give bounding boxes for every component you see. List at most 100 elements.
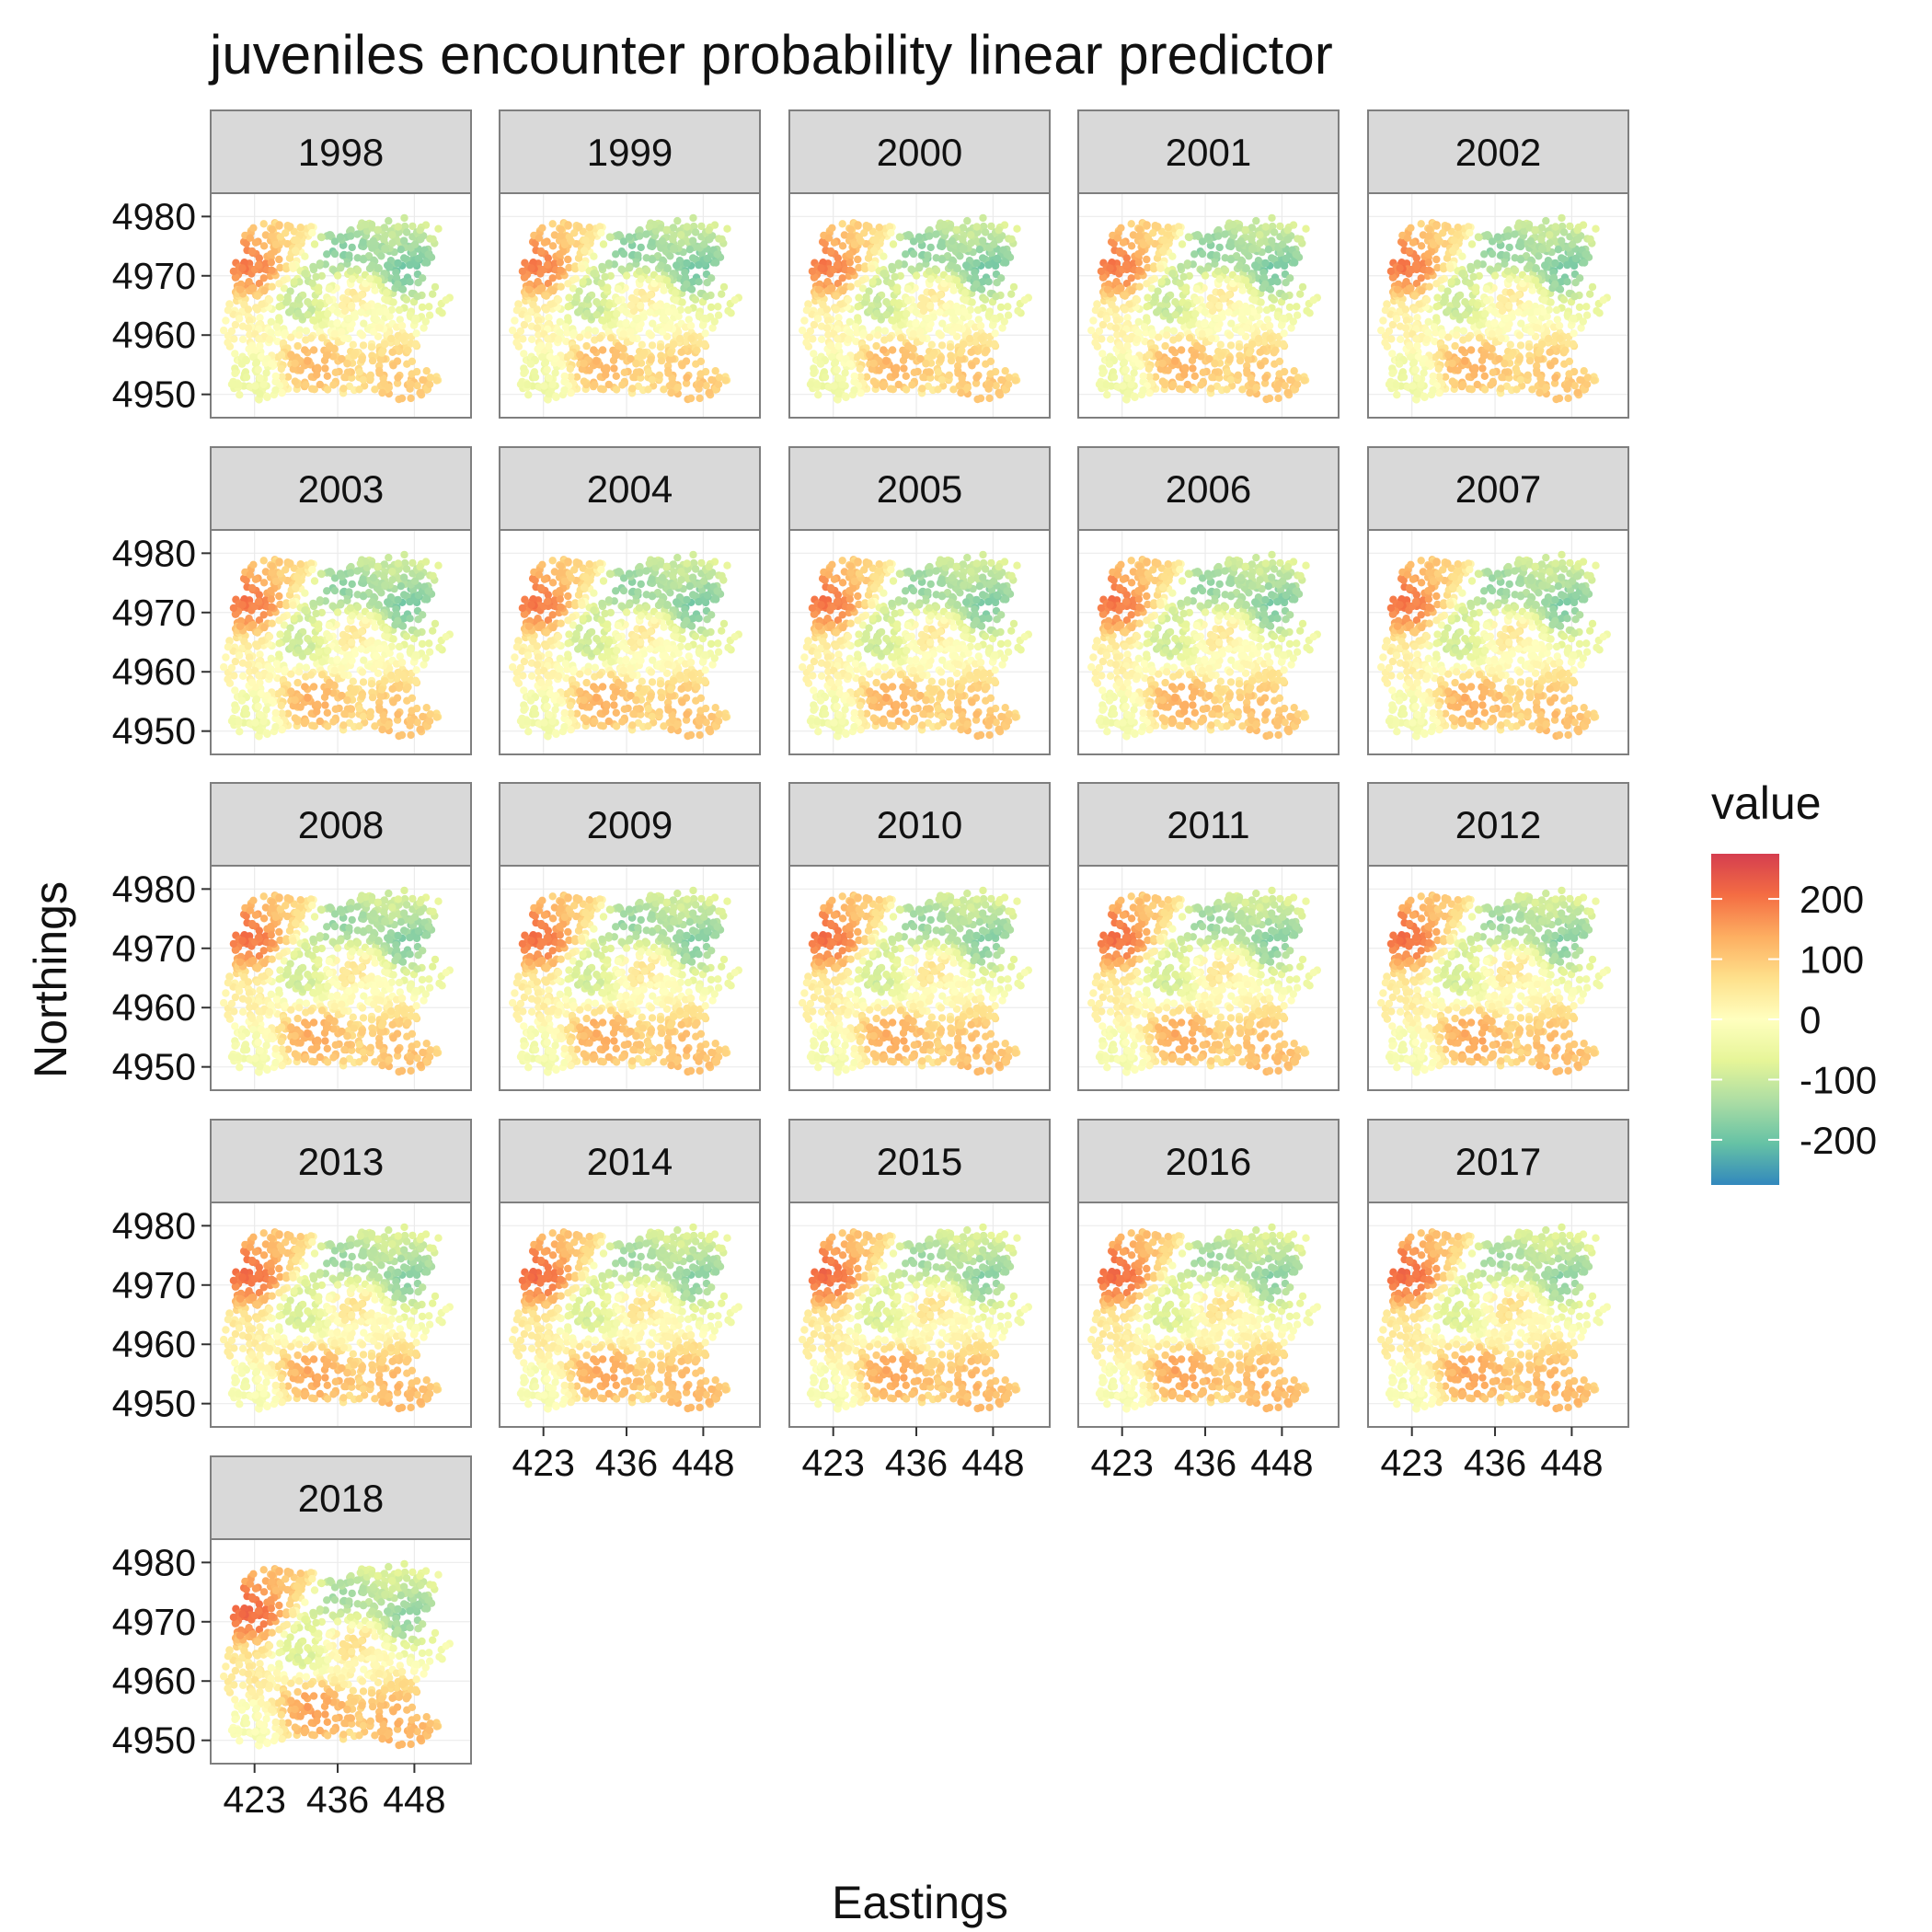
data-point: [1222, 267, 1229, 274]
data-point: [924, 315, 931, 322]
data-point: [646, 223, 653, 230]
data-point: [1535, 389, 1543, 397]
data-point: [354, 267, 362, 274]
data-point: [1296, 236, 1304, 243]
data-point: [1570, 293, 1578, 300]
data-point: [852, 323, 859, 330]
data-point: [1275, 370, 1282, 377]
data-point: [845, 250, 853, 258]
data-point: [986, 381, 994, 388]
data-point: [275, 280, 282, 287]
data-point: [404, 347, 411, 354]
data-point: [962, 261, 970, 269]
data-point: [1407, 284, 1414, 292]
data-point: [984, 278, 992, 285]
data-point: [1004, 303, 1011, 310]
data-point: [1495, 328, 1502, 336]
data-point: [1171, 358, 1179, 365]
data-point: [1176, 229, 1183, 236]
data-point: [343, 360, 351, 367]
data-point: [1574, 236, 1581, 243]
data-point: [540, 382, 547, 389]
data-point: [1202, 271, 1209, 279]
data-point: [1387, 268, 1395, 275]
data-point: [557, 360, 564, 367]
data-point: [1236, 261, 1243, 269]
data-point: [304, 311, 311, 318]
data-point: [615, 285, 622, 293]
data-point: [1205, 328, 1213, 336]
data-point: [1143, 303, 1150, 310]
data-point: [337, 264, 344, 271]
data-point: [1168, 346, 1176, 353]
data-point: [623, 271, 630, 279]
data-point: [893, 312, 901, 319]
data-point: [865, 223, 872, 230]
data-point: [982, 296, 989, 304]
data-point: [693, 347, 700, 354]
data-point: [557, 318, 564, 326]
data-point: [398, 395, 406, 402]
data-point: [956, 356, 963, 363]
data-point: [1014, 307, 1021, 315]
data-point: [1136, 225, 1144, 233]
data-point: [1461, 311, 1468, 318]
data-point: [937, 331, 945, 339]
data-point: [1414, 374, 1421, 382]
data-point: [666, 252, 673, 259]
data-point: [1483, 285, 1490, 293]
data-point: [937, 238, 945, 246]
data-point: [1158, 360, 1166, 367]
data-point: [1005, 381, 1012, 388]
data-point: [937, 291, 944, 298]
data-point: [374, 277, 382, 284]
data-point: [1234, 275, 1241, 282]
data-point: [683, 259, 690, 267]
data-point: [408, 370, 415, 377]
data-point: [307, 334, 315, 341]
data-point: [1155, 351, 1162, 358]
data-point: [222, 316, 229, 324]
data-point: [268, 318, 275, 326]
data-point: [1396, 361, 1403, 368]
data-point: [1112, 278, 1120, 285]
data-point: [807, 381, 814, 388]
data-point: [532, 374, 539, 381]
data-point: [1512, 385, 1520, 393]
data-point: [1432, 256, 1440, 263]
data-point: [543, 305, 550, 313]
data-point: [1202, 308, 1209, 316]
data-point: [1502, 315, 1510, 322]
data-point: [620, 330, 627, 338]
data-point: [323, 250, 330, 258]
data-point: [882, 358, 890, 365]
data-point: [316, 259, 324, 267]
data-point: [289, 265, 296, 272]
data-point: [689, 254, 696, 261]
data-point: [897, 321, 904, 328]
data-point: [1159, 377, 1167, 385]
data-point: [590, 346, 597, 353]
data-point: [1566, 358, 1573, 365]
data-point: [1556, 395, 1563, 402]
data-point: [1145, 365, 1153, 373]
data-point: [1245, 356, 1252, 363]
data-point: [606, 234, 614, 241]
data-point: [564, 222, 571, 229]
data-point: [381, 245, 388, 252]
data-point: [591, 381, 598, 388]
data-point: [562, 323, 569, 330]
data-point: [231, 370, 238, 377]
data-point: [542, 359, 549, 366]
data-point: [1013, 225, 1020, 233]
data-point: [704, 255, 711, 262]
data-point: [665, 308, 673, 316]
data-point: [1396, 264, 1403, 271]
data-point: [534, 278, 541, 285]
data-point: [1547, 298, 1554, 305]
data-point: [564, 256, 571, 263]
data-point: [356, 368, 363, 375]
data-point: [957, 389, 964, 397]
data-point: [292, 377, 299, 385]
data-point: [1165, 224, 1172, 231]
